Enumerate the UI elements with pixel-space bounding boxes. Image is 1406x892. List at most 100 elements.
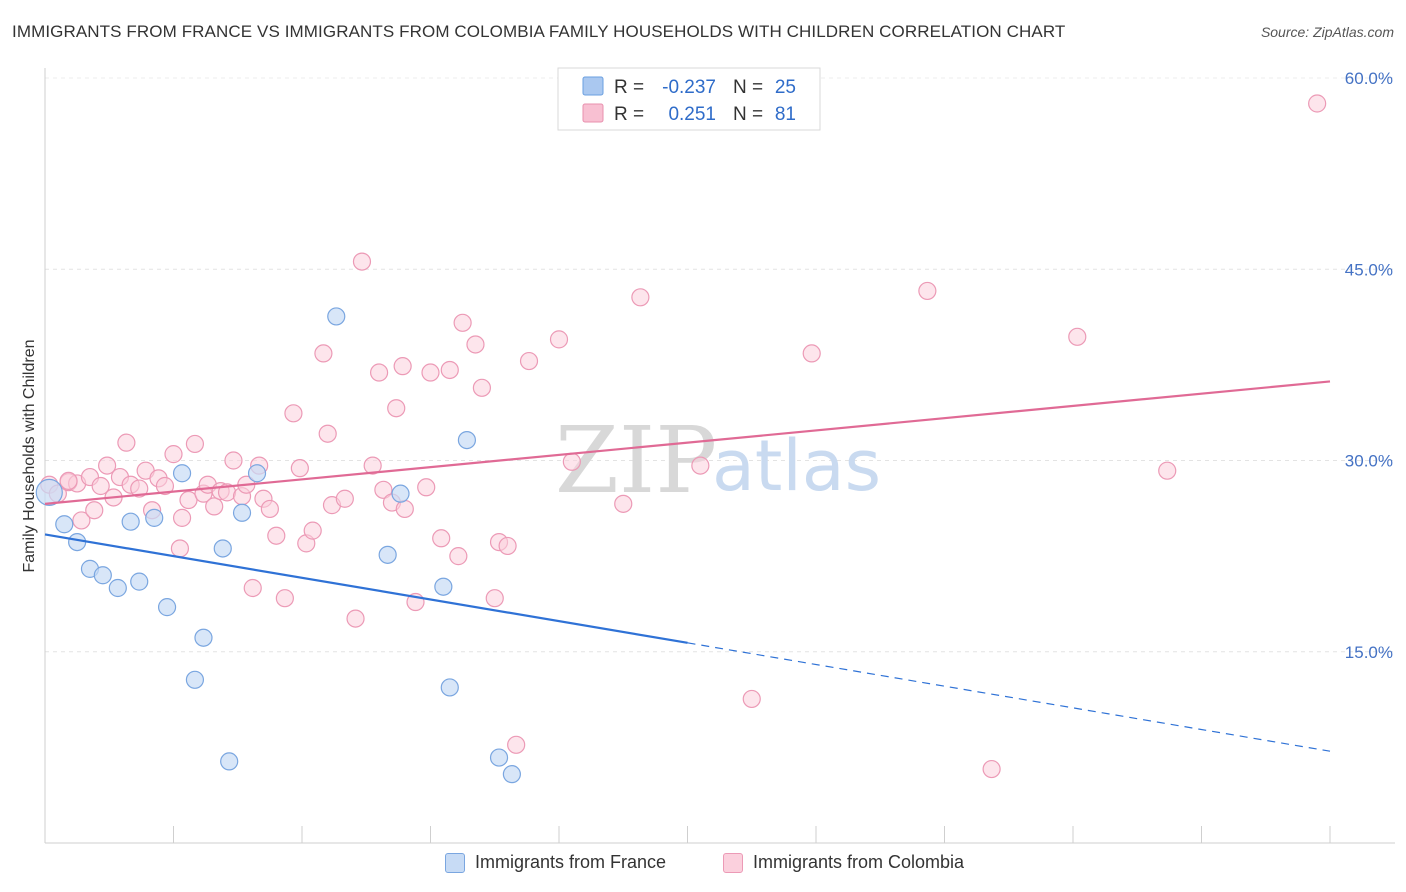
point-france-16: [247, 464, 267, 483]
point-colombia-52: [393, 357, 412, 376]
legend-swatch-0: [582, 76, 604, 96]
y-tick-label-3: 60.0%: [1345, 69, 1393, 88]
point-colombia-80: [59, 471, 78, 490]
point-colombia-18: [164, 445, 183, 464]
point-colombia-22: [185, 434, 205, 454]
point-france-12: [194, 628, 213, 647]
point-france-8: [145, 508, 164, 527]
series-legend: Immigrants from France Immigrants from C…: [0, 852, 1406, 876]
y-tick-label-1: 30.0%: [1345, 452, 1393, 471]
y-axis-label: Family Households with Children: [21, 340, 38, 573]
point-france-13: [213, 539, 232, 558]
point-colombia-20: [170, 539, 190, 558]
point-colombia-8: [98, 456, 117, 475]
point-colombia-57: [432, 529, 451, 548]
point-france-5: [108, 578, 127, 598]
legend-n-value-1: 81: [775, 104, 796, 125]
point-colombia-72: [691, 456, 710, 475]
point-france-9: [157, 598, 177, 617]
point-colombia-53: [395, 499, 414, 519]
scatter-chart: ZIP atlas 15.0%30.0%45.0%60.0% 0.0%30.0%…: [21, 67, 1395, 844]
point-colombia-69: [562, 452, 581, 471]
legend-r-label-0: R =: [614, 77, 644, 98]
legend-swatch-france: [445, 852, 465, 873]
point-colombia-37: [284, 404, 303, 423]
trend-colombia: [44, 380, 1331, 505]
point-colombia-11: [117, 433, 136, 452]
point-colombia-60: [453, 313, 472, 332]
point-france-17: [327, 307, 346, 326]
point-colombia-74: [802, 344, 821, 363]
point-colombia-36: [275, 589, 294, 608]
point-colombia-77: [1068, 327, 1087, 346]
point-colombia-68: [549, 330, 569, 349]
point-france-0: [35, 478, 63, 506]
y-tick-label-2: 45.0%: [1345, 260, 1393, 279]
point-colombia-17: [155, 476, 175, 496]
point-colombia-44: [335, 489, 354, 508]
point-colombia-76: [982, 759, 1001, 779]
point-colombia-45: [346, 609, 365, 628]
point-colombia-58: [440, 360, 459, 380]
point-colombia-49: [374, 480, 393, 499]
legend-item-france[interactable]: Immigrants from France: [445, 852, 666, 873]
trend-france-dashed: [687, 642, 1331, 752]
chart-title: IMMIGRANTS FROM FRANCE VS IMMIGRANTS FRO…: [12, 22, 1066, 41]
point-colombia-71: [631, 288, 650, 307]
trend-france-solid: [44, 533, 688, 644]
legend-item-colombia[interactable]: Immigrants from Colombia: [723, 852, 964, 873]
legend-swatch-colombia: [723, 852, 743, 873]
point-colombia-55: [417, 478, 436, 497]
legend-swatch-1: [582, 103, 604, 123]
legend-r-label-1: R =: [614, 104, 644, 125]
point-france-15: [232, 503, 252, 522]
point-colombia-63: [485, 589, 504, 608]
point-france-14: [220, 752, 239, 771]
point-colombia-59: [449, 547, 468, 566]
point-colombia-38: [290, 459, 309, 478]
point-colombia-13: [130, 479, 149, 498]
point-colombia-75: [918, 281, 937, 301]
y-tick-label-0: 15.0%: [1345, 643, 1393, 662]
point-france-18: [378, 545, 397, 564]
point-colombia-46: [352, 252, 372, 271]
point-france-7: [130, 572, 149, 591]
point-colombia-42: [318, 424, 337, 443]
point-colombia-61: [466, 335, 485, 354]
point-colombia-47: [363, 456, 382, 475]
point-france-11: [185, 670, 205, 689]
point-colombia-73: [742, 689, 761, 709]
point-colombia-51: [387, 399, 406, 418]
point-colombia-65: [498, 536, 517, 556]
axes: [44, 68, 1395, 844]
point-france-19: [391, 484, 410, 503]
point-france-21: [440, 678, 459, 697]
legend-n-label-0: N =: [733, 77, 763, 98]
point-france-4: [93, 566, 112, 585]
legend-n-value-0: 25: [775, 77, 796, 98]
grid-lines: [45, 77, 1395, 653]
point-france-10: [172, 464, 192, 483]
point-colombia-4: [72, 511, 91, 530]
point-colombia-56: [421, 363, 440, 382]
trend-lines: [44, 380, 1331, 752]
point-colombia-31: [243, 578, 262, 598]
legend-label-colombia: Immigrants from Colombia: [753, 852, 965, 872]
legend-label-france: Immigrants from France: [475, 852, 667, 872]
point-colombia-40: [303, 521, 322, 540]
point-france-2: [68, 532, 87, 552]
point-colombia-78: [1158, 461, 1177, 480]
point-colombia-62: [472, 378, 491, 397]
point-colombia-28: [224, 451, 243, 470]
point-colombia-41: [314, 344, 333, 363]
point-colombia-6: [85, 501, 104, 520]
point-france-1: [55, 515, 74, 534]
point-colombia-48: [370, 363, 389, 382]
point-colombia-66: [507, 735, 526, 754]
point-colombia-35: [267, 526, 286, 545]
y-tick-labels: 15.0% 30.0% 45.0% 60.0%: [1345, 69, 1393, 662]
point-france-20: [434, 577, 453, 596]
legend-n-label-1: N =: [733, 104, 763, 125]
point-france-24: [502, 765, 521, 784]
point-colombia-79: [1308, 94, 1327, 113]
